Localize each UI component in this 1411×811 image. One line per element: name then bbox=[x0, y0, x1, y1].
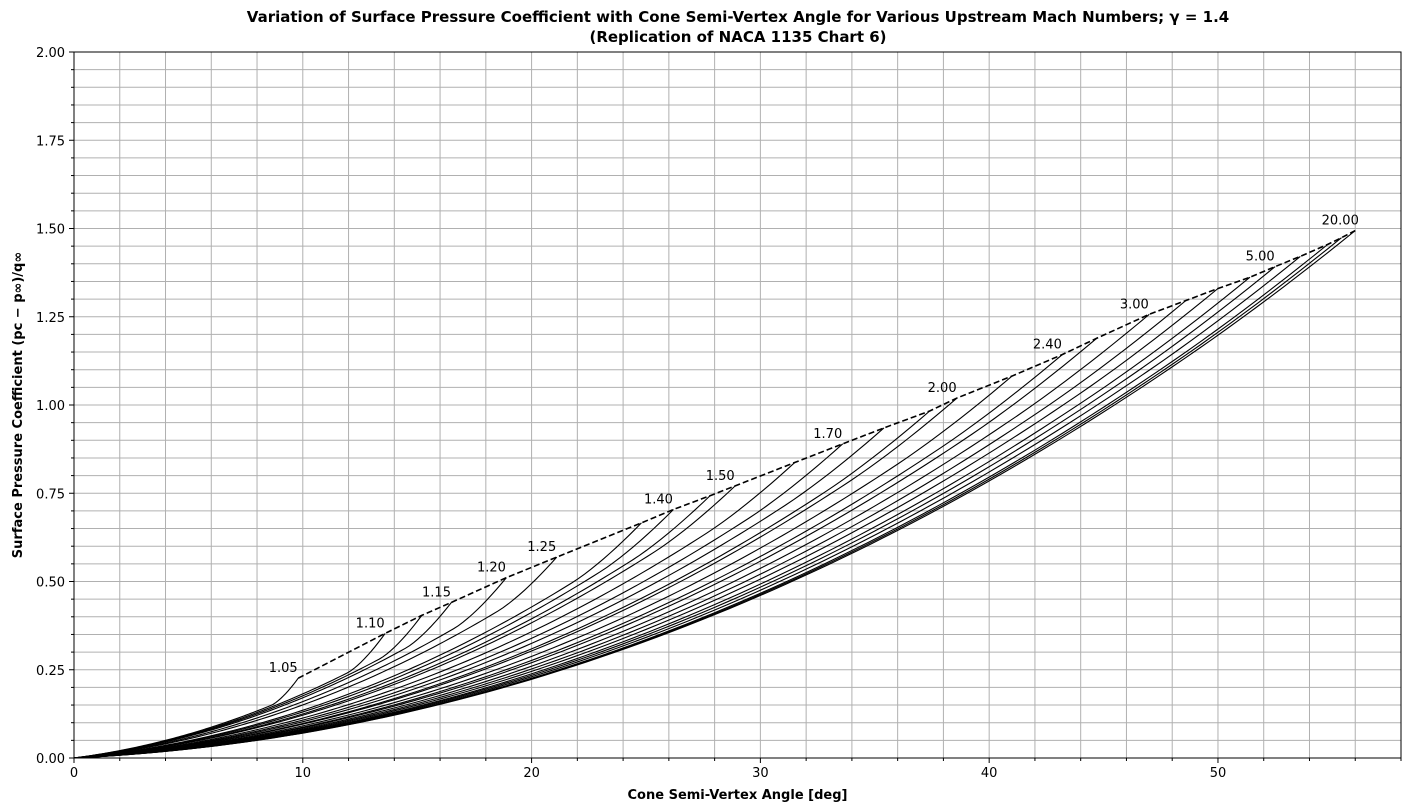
mach-curve-20.00 bbox=[73, 230, 1356, 759]
x-axis-label: Cone Semi-Vertex Angle [deg] bbox=[628, 788, 848, 803]
mach-curve-17 bbox=[73, 337, 1098, 759]
curve-label-2.40: 2.40 bbox=[1033, 338, 1062, 353]
mach-curve-1.70 bbox=[73, 443, 844, 759]
x-tick-label: 40 bbox=[981, 766, 998, 781]
curve-label-1.25: 1.25 bbox=[527, 540, 556, 555]
axis-ticks: 0 10 20 30 40 500.000.250.500.751.001.251.501… bbox=[36, 46, 1402, 781]
y-tick-label: 0.25 bbox=[36, 664, 65, 679]
curve-label-1.05: 1.05 bbox=[269, 661, 298, 676]
y-tick-label: 0.50 bbox=[36, 576, 65, 591]
curve-label-1.50: 1.50 bbox=[706, 469, 735, 484]
mach-curve-13 bbox=[73, 410, 931, 759]
mach-curve-1.15 bbox=[73, 601, 452, 759]
curve-label-1.20: 1.20 bbox=[477, 561, 506, 576]
mach-curve-2.40 bbox=[73, 354, 1063, 759]
mach-curve-24 bbox=[73, 243, 1329, 759]
mach-curve-12 bbox=[73, 427, 885, 759]
mach-curve-3.00 bbox=[73, 313, 1150, 759]
envelope-line bbox=[297, 229, 1356, 679]
mach-curve-1.50 bbox=[73, 485, 736, 759]
y-tick-label: 1.75 bbox=[36, 134, 65, 149]
curve-label-1.10: 1.10 bbox=[356, 616, 385, 631]
curve-label-2.00: 2.00 bbox=[928, 381, 957, 396]
curve-label-3.00: 3.00 bbox=[1120, 297, 1149, 312]
mach-curve-1.25 bbox=[73, 556, 558, 759]
y-tick-label: 0.00 bbox=[36, 752, 65, 767]
x-tick-label: 20 bbox=[523, 766, 540, 781]
x-tick-label: 30 bbox=[752, 766, 769, 781]
curve-label-1.40: 1.40 bbox=[644, 492, 673, 507]
mach-curve-19 bbox=[73, 300, 1187, 759]
x-tick-label: 0 bbox=[70, 766, 78, 781]
grid-lines bbox=[73, 51, 1402, 759]
curve-labels: 1.05 1.10 1.15 1.20 1.25 1.40 1.50 1.70 2.00 2.40… bbox=[269, 214, 1359, 677]
mach-curves bbox=[73, 230, 1356, 759]
x-tick-label: 50 bbox=[1210, 766, 1227, 781]
y-tick-label: 0.75 bbox=[36, 487, 65, 502]
x-tick-label: 10 bbox=[295, 766, 312, 781]
curve-label-5.00: 5.00 bbox=[1246, 250, 1275, 265]
mach-curve-23 bbox=[73, 255, 1301, 759]
curve-label-20.00: 20.00 bbox=[1322, 214, 1359, 229]
y-tick-label: 1.00 bbox=[36, 399, 65, 414]
mach-curve-15 bbox=[73, 375, 1013, 759]
y-axis-label: Surface Pressure Coefficient (pᴄ − p∞)/q… bbox=[11, 252, 26, 558]
y-tick-label: 1.50 bbox=[36, 223, 65, 238]
detachment-envelope bbox=[297, 229, 1356, 679]
mach-curve-1.40 bbox=[73, 509, 674, 759]
curve-label-1.70: 1.70 bbox=[813, 427, 842, 442]
y-tick-label: 2.00 bbox=[36, 46, 65, 61]
y-tick-label: 1.25 bbox=[36, 311, 65, 326]
mach-curve-20 bbox=[73, 288, 1219, 759]
mach-curve-1.20 bbox=[73, 577, 507, 759]
curve-label-1.15: 1.15 bbox=[422, 585, 451, 600]
mach-curve-10 bbox=[73, 462, 796, 759]
mach-curve-2.00 bbox=[73, 397, 958, 759]
chart-subtitle: (Replication of NACA 1135 Chart 6) bbox=[589, 28, 887, 46]
chart-title: Variation of Surface Pressure Coefficien… bbox=[246, 8, 1230, 26]
